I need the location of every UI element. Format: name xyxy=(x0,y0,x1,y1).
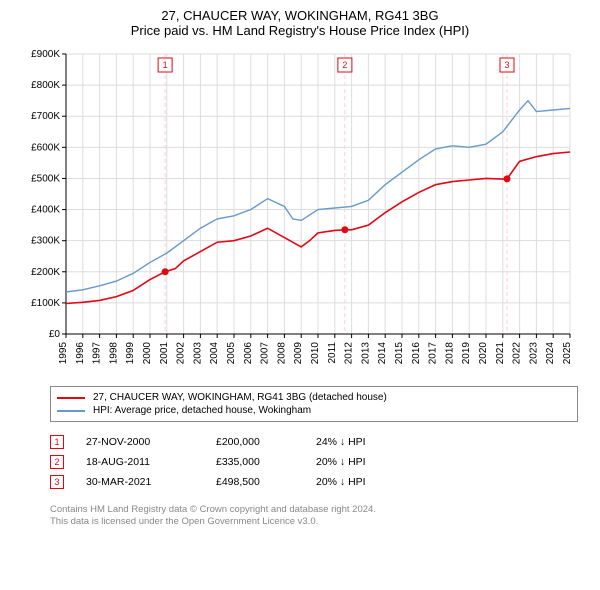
legend-row: HPI: Average price, detached house, Woki… xyxy=(57,404,571,417)
svg-text:1: 1 xyxy=(163,60,168,70)
svg-text:2009: 2009 xyxy=(293,342,304,365)
svg-text:2007: 2007 xyxy=(260,342,271,365)
svg-text:2025: 2025 xyxy=(562,342,573,365)
svg-text:2: 2 xyxy=(342,60,347,70)
legend-label: HPI: Average price, detached house, Woki… xyxy=(93,405,311,416)
chart-svg: £0 £100K £200K £300K £400K £500K £600K £700K £80… xyxy=(18,48,578,378)
svg-text:2011: 2011 xyxy=(327,342,338,364)
chart-area: £0 £100K £200K £300K £400K £500K £600K £700K £80… xyxy=(18,48,578,378)
svg-text:2021: 2021 xyxy=(495,342,506,365)
svg-text:£600K: £600K xyxy=(31,142,60,153)
transaction-diff: 20% ↓ HPI xyxy=(316,476,366,488)
legend-swatch xyxy=(57,397,85,399)
transaction-date: 18-AUG-2011 xyxy=(86,456,216,468)
svg-text:2015: 2015 xyxy=(394,342,405,365)
transaction-price: £200,000 xyxy=(216,436,316,448)
transaction-date: 30-MAR-2021 xyxy=(86,476,216,488)
svg-text:2005: 2005 xyxy=(226,342,237,365)
svg-text:2016: 2016 xyxy=(411,342,422,365)
svg-text:1995: 1995 xyxy=(58,342,69,365)
legend-box: 27, CHAUCER WAY, WOKINGHAM, RG41 3BG (de… xyxy=(50,386,578,422)
legend-row: 27, CHAUCER WAY, WOKINGHAM, RG41 3BG (de… xyxy=(57,391,571,404)
transaction-price: £335,000 xyxy=(216,456,316,468)
svg-text:2004: 2004 xyxy=(209,342,220,365)
transaction-marker: 1 xyxy=(50,435,64,449)
svg-text:1998: 1998 xyxy=(108,342,119,365)
transaction-diff: 24% ↓ HPI xyxy=(316,436,366,448)
svg-text:2008: 2008 xyxy=(276,342,287,365)
footnote: Contains HM Land Registry data © Crown c… xyxy=(50,504,578,529)
svg-text:2006: 2006 xyxy=(243,342,254,365)
footnote-line: Contains HM Land Registry data © Crown c… xyxy=(50,504,578,516)
transaction-marker: 2 xyxy=(50,455,64,469)
transaction-row: 2 18-AUG-2011 £335,000 20% ↓ HPI xyxy=(50,452,578,472)
svg-text:2014: 2014 xyxy=(377,342,388,365)
svg-text:2017: 2017 xyxy=(428,342,439,365)
footnote-line: This data is licensed under the Open Gov… xyxy=(50,516,578,528)
svg-text:2002: 2002 xyxy=(176,342,187,365)
svg-text:2018: 2018 xyxy=(444,342,455,365)
transactions-list: 1 27-NOV-2000 £200,000 24% ↓ HPI 2 18-AU… xyxy=(50,432,578,492)
svg-text:£400K: £400K xyxy=(31,205,60,216)
svg-text:2001: 2001 xyxy=(159,342,170,365)
svg-text:2023: 2023 xyxy=(528,342,539,365)
svg-text:1996: 1996 xyxy=(75,342,86,365)
transaction-marker: 3 xyxy=(50,475,64,489)
svg-text:2012: 2012 xyxy=(344,342,355,365)
chart-title-line2: Price paid vs. HM Land Registry's House … xyxy=(10,23,590,38)
svg-text:£200K: £200K xyxy=(31,267,60,278)
svg-text:1997: 1997 xyxy=(92,342,103,365)
chart-container: 27, CHAUCER WAY, WOKINGHAM, RG41 3BG Pri… xyxy=(0,0,600,590)
chart-title-line1: 27, CHAUCER WAY, WOKINGHAM, RG41 3BG xyxy=(10,8,590,23)
svg-text:1999: 1999 xyxy=(125,342,136,365)
transaction-price: £498,500 xyxy=(216,476,316,488)
svg-text:2022: 2022 xyxy=(512,342,523,365)
svg-text:£800K: £800K xyxy=(31,80,60,91)
transaction-diff: 20% ↓ HPI xyxy=(316,456,366,468)
svg-text:2024: 2024 xyxy=(545,342,556,365)
svg-text:£300K: £300K xyxy=(31,236,60,247)
svg-text:2019: 2019 xyxy=(461,342,472,365)
svg-text:£900K: £900K xyxy=(31,49,60,60)
legend-label: 27, CHAUCER WAY, WOKINGHAM, RG41 3BG (de… xyxy=(93,392,387,403)
transaction-date: 27-NOV-2000 xyxy=(86,436,216,448)
transaction-row: 1 27-NOV-2000 £200,000 24% ↓ HPI xyxy=(50,432,578,452)
svg-text:2013: 2013 xyxy=(360,342,371,365)
legend-swatch xyxy=(57,410,85,412)
svg-text:£0: £0 xyxy=(49,329,61,340)
svg-text:2003: 2003 xyxy=(192,342,203,365)
svg-text:2000: 2000 xyxy=(142,342,153,365)
svg-text:£700K: £700K xyxy=(31,111,60,122)
svg-text:£500K: £500K xyxy=(31,173,60,184)
transaction-row: 3 30-MAR-2021 £498,500 20% ↓ HPI xyxy=(50,472,578,492)
svg-text:2020: 2020 xyxy=(478,342,489,365)
svg-text:3: 3 xyxy=(504,60,509,70)
svg-text:2010: 2010 xyxy=(310,342,321,365)
svg-text:£100K: £100K xyxy=(31,298,60,309)
